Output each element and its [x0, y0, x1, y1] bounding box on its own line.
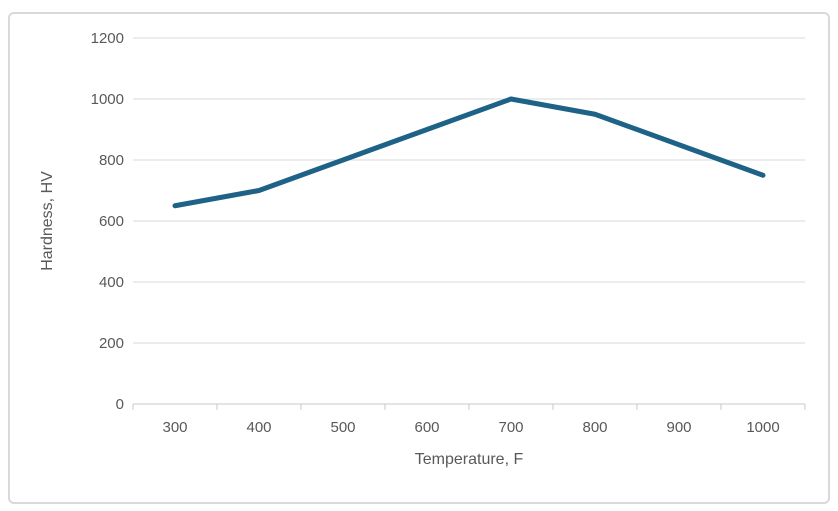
x-tick-label: 400: [246, 419, 271, 436]
x-axis-title: Temperature, F: [414, 451, 524, 468]
x-tick-label: 300: [162, 419, 187, 436]
x-tick-label: 500: [330, 419, 355, 436]
hardness-series-line: [172, 96, 766, 209]
plot-area: 0 200 400 600 800 1000 1200 300 400 500 600 700 800 9…: [91, 30, 806, 436]
x-tick-label: 600: [414, 419, 439, 436]
y-tick-label: 0: [116, 396, 124, 413]
x-tick-label: 700: [498, 419, 523, 436]
chart-frame[interactable]: 0 200 400 600 800 1000 1200 300 400 500 600 700 800 9…: [8, 12, 830, 504]
y-tick-label: 200: [99, 335, 124, 352]
x-tick-label: 1000: [746, 419, 779, 436]
y-tick-label: 600: [99, 213, 124, 230]
y-tick-label: 1200: [91, 30, 124, 47]
y-tick-label: 400: [99, 274, 124, 291]
y-tick-label: 1000: [91, 91, 124, 108]
y-tick-label: 800: [99, 152, 124, 169]
y-axis-title: Hardness, HV: [39, 171, 56, 271]
x-tick-label: 800: [582, 419, 607, 436]
x-tick-label: 900: [666, 419, 691, 436]
